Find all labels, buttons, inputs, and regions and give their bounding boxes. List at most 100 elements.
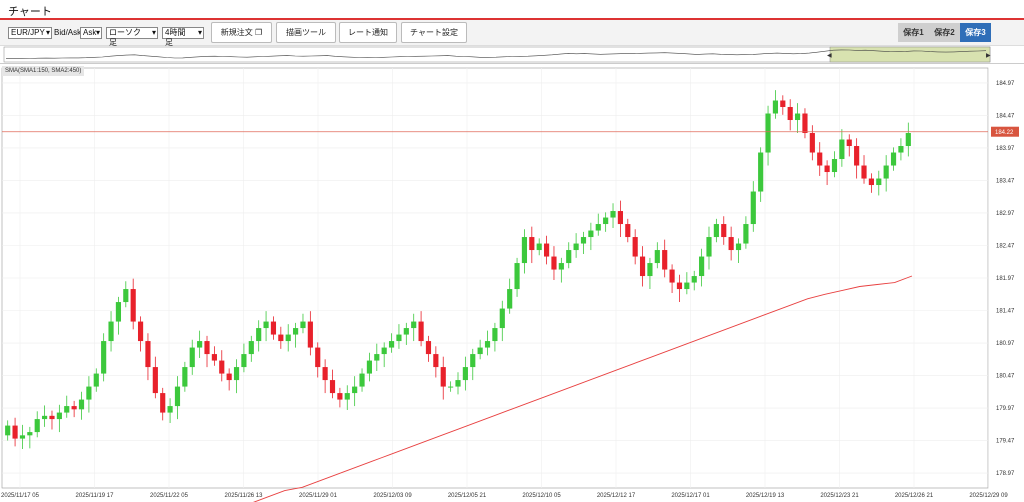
candle-body: [256, 328, 262, 342]
candle-body: [470, 354, 476, 368]
candle-body: [477, 347, 483, 355]
new-order-button[interactable]: 新規注文 ❐: [211, 22, 272, 43]
save-slot-3-button[interactable]: 保存3: [960, 23, 991, 42]
candle-body: [78, 399, 85, 410]
drawing-tools-button[interactable]: 描画ツール: [276, 22, 336, 43]
candle-body: [492, 328, 498, 342]
x-tick-label: 2025/12/23 21: [820, 493, 859, 499]
candle-body: [425, 341, 432, 355]
candle-body: [115, 302, 122, 322]
candle-body: [750, 191, 756, 225]
x-tick-label: 2025/11/22 05: [150, 493, 189, 499]
price-type-select[interactable]: Ask: [80, 27, 102, 39]
sma-series-line: [252, 275, 913, 502]
candle-body: [182, 367, 188, 387]
candle-body: [890, 152, 897, 166]
candle-body: [108, 321, 114, 342]
candle-body: [411, 321, 417, 329]
candle-body: [226, 373, 232, 381]
chart-toolbar: EUR/JPY Bid/Ask Ask ローソク足 4時間足 新規注文 ❐ 描画…: [0, 20, 1024, 47]
candle-body: [174, 386, 181, 407]
candle-body: [713, 224, 719, 238]
candle-body: [632, 237, 638, 257]
save-slot-2-button[interactable]: 保存2: [929, 23, 960, 42]
candle-body: [536, 243, 542, 251]
candle-body: [647, 263, 653, 277]
candle-body: [514, 263, 520, 290]
candle-body: [794, 113, 801, 121]
y-tick-label: 182.97: [996, 211, 1015, 217]
candle-body: [130, 289, 136, 322]
candle-body: [34, 419, 40, 433]
candle-body: [654, 250, 660, 264]
candle-body: [211, 354, 217, 361]
time-axis: 2025/11/17 05 2025/11/19 17 2025/11/22 05 2…: [1, 493, 1008, 499]
candle-body: [728, 237, 734, 251]
x-tick-label: 2025/12/19 13: [746, 493, 785, 499]
candle-body: [455, 380, 461, 387]
candle-body: [721, 224, 727, 238]
candle-body: [12, 425, 18, 439]
candle-body: [337, 393, 343, 400]
candle-body: [307, 321, 313, 348]
timeframe-select[interactable]: 4時間足: [162, 27, 204, 47]
candle-body: [5, 425, 11, 436]
candle-body: [846, 139, 852, 147]
y-tick-label: 179.47: [996, 439, 1015, 445]
candle-body: [152, 367, 158, 394]
candle-body: [359, 373, 365, 387]
candles: [5, 90, 911, 449]
candle-body: [824, 165, 830, 173]
candle-body: [396, 334, 402, 342]
candle-body: [831, 159, 838, 173]
candle-body: [558, 263, 564, 270]
y-tick-label: 184.47: [996, 113, 1015, 119]
candle-body: [876, 178, 882, 186]
candle-body: [499, 308, 505, 329]
y-tick-label: 178.97: [996, 471, 1015, 477]
overview-left-handle-icon[interactable]: ◀: [827, 53, 832, 59]
candle-body: [817, 152, 823, 166]
candle-body: [27, 432, 33, 436]
candle-body: [160, 393, 166, 413]
candle-body: [403, 328, 409, 335]
x-tick-label: 2025/11/29 01: [299, 493, 338, 499]
candle-body: [529, 237, 535, 251]
y-tick-label: 179.97: [996, 406, 1015, 412]
x-tick-label: 2025/12/29 09: [969, 493, 1008, 499]
save-slots: 保存1 保存2 保存3: [898, 23, 991, 42]
candle-body: [440, 367, 446, 387]
overview-window-selection[interactable]: [829, 46, 991, 63]
candle-body: [521, 237, 528, 264]
candle-body: [433, 354, 439, 368]
candle-body: [448, 386, 454, 388]
candlestick-chart[interactable]: 184.22 184.97 184.47 183.97 183.47 182.97 182…: [0, 64, 1024, 502]
candle-body: [787, 107, 793, 121]
candle-body: [743, 224, 749, 244]
candle-body: [883, 165, 889, 179]
rate-alert-button[interactable]: レート通知: [339, 22, 397, 43]
candle-body: [418, 321, 424, 342]
y-tick-label: 183.47: [996, 178, 1015, 184]
overview-navigator[interactable]: ◀ ▶: [0, 46, 1024, 64]
candle-body: [293, 328, 299, 335]
candle-body: [772, 100, 779, 114]
chart-settings-button[interactable]: チャート設定: [401, 22, 467, 43]
candle-body: [861, 165, 867, 179]
symbol-select[interactable]: EUR/JPY: [8, 27, 52, 39]
overview-price-line: [5, 49, 987, 60]
save-slot-1-button[interactable]: 保存1: [898, 23, 929, 42]
candle-body: [71, 406, 77, 410]
chart-type-select[interactable]: ローソク足: [106, 27, 158, 47]
candle-body: [278, 334, 284, 342]
candle-body: [241, 354, 247, 368]
x-tick-label: 2025/12/12 17: [597, 493, 636, 499]
candle-body: [86, 386, 92, 400]
overview-right-handle-icon[interactable]: ▶: [986, 53, 991, 59]
candle-body: [322, 367, 328, 381]
candle-body: [905, 133, 911, 147]
candle-body: [315, 347, 321, 368]
candle-body: [484, 341, 491, 348]
current-price-label: 184.22: [995, 130, 1014, 136]
candle-body: [625, 224, 631, 238]
